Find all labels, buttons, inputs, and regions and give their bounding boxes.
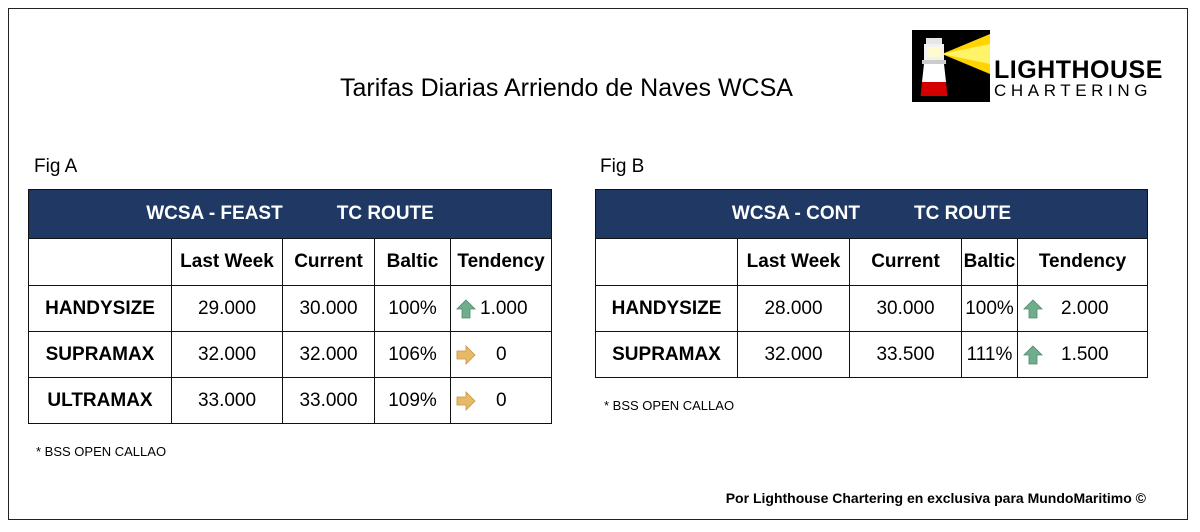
logo-text-lighthouse: LIGHTHOUSE — [994, 56, 1163, 84]
fig-a-table: WCSA - FEAST TC ROUTE Last Week Current B… — [27, 189, 553, 424]
fig-b-header-row: WCSA - CONT TC ROUTE — [594, 189, 1149, 239]
lighthouse-icon — [912, 30, 990, 102]
fig-b-label: Fig B — [600, 156, 645, 177]
last-week-value: 33.000 — [171, 377, 283, 424]
fig-b-header: WCSA - CONT TC ROUTE — [594, 189, 1149, 239]
column-header-last-week: Last Week — [737, 238, 850, 286]
baltic-value: 100% — [961, 285, 1018, 332]
lighthouse-logo: LIGHTHOUSE CHARTERING — [912, 30, 1172, 104]
tendency-cell: 0 — [449, 377, 553, 424]
baltic-value: 109% — [374, 377, 451, 424]
tendency-cell: 0 — [449, 331, 553, 378]
current-value: 30.000 — [849, 285, 962, 332]
last-week-value: 29.000 — [171, 285, 283, 332]
last-week-value: 32.000 — [171, 331, 283, 378]
fig-b-route: WCSA - CONT — [731, 203, 860, 224]
tendency-value: 2.000 — [1061, 297, 1109, 319]
table-row: ULTRAMAX 33.000 33.000 109% 0 — [28, 377, 553, 424]
arrow-up-icon — [456, 298, 476, 318]
column-header-baltic: Baltic — [961, 238, 1018, 286]
footer-credit: Por Lighthouse Chartering en exclusiva p… — [725, 490, 1146, 506]
table-row: HANDYSIZE 28.000 30.000 100% 2.000 — [595, 285, 1149, 332]
column-header-empty — [595, 238, 738, 286]
fig-b-column-headers: Last Week Current Baltic Tendency — [595, 238, 1149, 286]
baltic-value: 106% — [374, 331, 451, 378]
fig-a-label: Fig A — [34, 156, 78, 177]
baltic-value: 100% — [374, 285, 451, 332]
tendency-cell: 1.500 — [1016, 331, 1149, 378]
fig-a-header: WCSA - FEAST TC ROUTE — [27, 189, 553, 239]
fig-a-route: WCSA - FEAST — [146, 203, 283, 224]
page-title: Tarifas Diarias Arriendo de Naves WCSA — [340, 74, 793, 102]
column-header-tendency: Tendency — [1016, 238, 1149, 286]
tendency-cell: 1.000 — [449, 285, 553, 332]
column-header-current: Current — [282, 238, 375, 286]
column-header-tendency: Tendency — [449, 238, 553, 286]
table-row: SUPRAMAX 32.000 33.500 111% 1.500 — [595, 331, 1149, 378]
vessel-name: HANDYSIZE — [595, 285, 738, 332]
fig-a-note: * BSS OPEN CALLAO — [36, 444, 167, 459]
fig-b-note: * BSS OPEN CALLAO — [604, 398, 735, 413]
last-week-value: 32.000 — [737, 331, 850, 378]
fig-a-column-headers: Last Week Current Baltic Tendency — [28, 238, 553, 286]
column-header-baltic: Baltic — [374, 238, 451, 286]
column-header-empty — [28, 238, 172, 286]
vessel-name: SUPRAMAX — [595, 331, 738, 378]
arrow-right-icon — [456, 344, 476, 365]
current-value: 33.500 — [849, 331, 962, 378]
last-week-value: 28.000 — [737, 285, 850, 332]
vessel-name: HANDYSIZE — [28, 285, 172, 332]
fig-a-route-type: TC ROUTE — [336, 203, 434, 224]
vessel-name: SUPRAMAX — [28, 331, 172, 378]
arrow-right-icon — [456, 390, 476, 411]
current-value: 33.000 — [282, 377, 375, 424]
report-frame — [8, 8, 1188, 520]
fig-b-table: WCSA - CONT TC ROUTE Last Week Current Ba… — [594, 189, 1149, 378]
table-row: HANDYSIZE 29.000 30.000 100% 1.000 — [28, 285, 553, 332]
fig-a-header-row: WCSA - FEAST TC ROUTE — [27, 189, 553, 239]
baltic-value: 111% — [961, 331, 1018, 378]
column-header-current: Current — [849, 238, 962, 286]
current-value: 32.000 — [282, 331, 375, 378]
tendency-value: 0 — [496, 389, 507, 411]
arrow-up-icon — [1023, 344, 1043, 364]
column-header-last-week: Last Week — [171, 238, 283, 286]
table-row: SUPRAMAX 32.000 32.000 106% 0 — [28, 331, 553, 378]
arrow-up-icon — [1023, 298, 1043, 318]
current-value: 30.000 — [282, 285, 375, 332]
fig-b-route-type: TC ROUTE — [913, 203, 1012, 224]
tendency-value: 0 — [496, 343, 507, 365]
tendency-value: 1.500 — [1061, 343, 1109, 365]
vessel-name: ULTRAMAX — [28, 377, 172, 424]
logo-text-chartering: CHARTERING — [994, 81, 1153, 100]
tendency-value: 1.000 — [480, 297, 528, 319]
tendency-cell: 2.000 — [1016, 285, 1149, 332]
